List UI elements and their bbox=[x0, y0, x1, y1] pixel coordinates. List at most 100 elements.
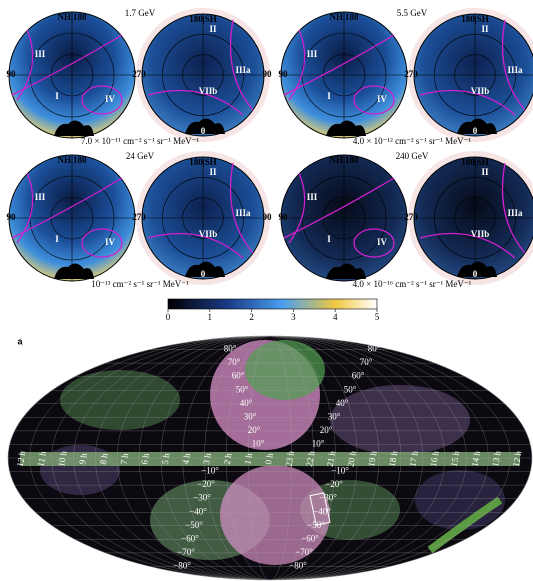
region-label: III bbox=[307, 192, 318, 202]
south-right-label: 90 bbox=[263, 69, 273, 79]
north-top-label: NH|180 bbox=[58, 12, 87, 22]
region-label: IIIa bbox=[507, 208, 523, 218]
lat-label: −70° bbox=[177, 547, 195, 557]
lat-label: −80° bbox=[173, 561, 191, 571]
region-label: VIIb bbox=[199, 86, 218, 96]
north-top-label: NH|180 bbox=[330, 155, 359, 165]
unit-label: 4.0 × 10⁻¹⁶ cm⁻² s⁻¹ sr⁻¹ MeV⁻¹ bbox=[353, 279, 472, 289]
region-label: II bbox=[209, 24, 217, 34]
colorbar bbox=[168, 299, 377, 309]
north-top-label: NH|180 bbox=[58, 155, 87, 165]
lat-label: 20° bbox=[248, 425, 261, 435]
region-label: I bbox=[55, 234, 59, 244]
lat-label: 30° bbox=[328, 411, 341, 421]
hour-label: 0 h bbox=[263, 452, 275, 465]
unit-label: 10⁻¹³ cm⁻² s⁻¹ sr⁻¹ MeV⁻¹ bbox=[91, 279, 189, 289]
diffuse-emission bbox=[415, 470, 505, 530]
region-label: IV bbox=[377, 237, 388, 247]
page: {"panels": [ {"energy": "1.7 GeV", "nort… bbox=[0, 0, 533, 581]
colorbar-tick-label: 4 bbox=[333, 312, 338, 322]
hour-label: 8 h bbox=[98, 452, 110, 465]
region-label: IIIa bbox=[507, 65, 523, 75]
lat-label: 80° bbox=[224, 344, 237, 354]
colorbar-tick-label: 2 bbox=[249, 312, 254, 322]
north-bottom-label: 0 bbox=[342, 128, 347, 138]
lat-label: 10° bbox=[312, 439, 325, 449]
lat-label: −80° bbox=[289, 561, 307, 571]
region-label: IV bbox=[105, 237, 116, 247]
north-right-label: 270 bbox=[132, 212, 146, 222]
lat-label: −30° bbox=[193, 493, 211, 503]
lat-label: −30° bbox=[319, 493, 337, 503]
north-bottom-label: 0 bbox=[70, 128, 75, 138]
lat-label: −50° bbox=[185, 520, 203, 530]
region-label: III bbox=[307, 49, 318, 59]
region-label: VIIb bbox=[471, 229, 490, 239]
south-bottom-label: 0 bbox=[473, 126, 478, 136]
north-left-label: 90 bbox=[7, 212, 17, 222]
region-label: VIIb bbox=[199, 229, 218, 239]
lat-label: 30° bbox=[244, 411, 257, 421]
lat-label: −20° bbox=[325, 479, 343, 489]
region-label: IIIa bbox=[235, 65, 251, 75]
lat-label: 60° bbox=[352, 371, 365, 381]
hour-label: 2 h bbox=[222, 452, 234, 465]
south-bottom-label: 0 bbox=[201, 269, 206, 279]
south-top-label: 180|SH bbox=[189, 14, 217, 24]
region-label: II bbox=[481, 167, 489, 177]
north-left-label: 90 bbox=[279, 69, 289, 79]
region-label: I bbox=[327, 234, 331, 244]
lat-label: −20° bbox=[197, 479, 215, 489]
north-right-label: 270 bbox=[404, 212, 418, 222]
energy-label: 24 GeV bbox=[126, 151, 155, 161]
hour-label: 7 h bbox=[119, 452, 131, 465]
unit-label: 7.0 × 10⁻¹¹ cm⁻² s⁻¹ sr⁻¹ MeV⁻¹ bbox=[81, 136, 200, 146]
region-label: I bbox=[55, 91, 59, 101]
lat-label: −50° bbox=[307, 520, 325, 530]
lat-label: 40° bbox=[240, 398, 253, 408]
hour-label: 6 h bbox=[139, 452, 151, 465]
hour-label: 4 h bbox=[181, 452, 193, 465]
unit-label: 4.0 × 10⁻¹² cm⁻² s⁻¹ sr⁻¹ MeV⁻¹ bbox=[353, 136, 472, 146]
north-top-label: NH|180 bbox=[330, 12, 359, 22]
north-bottom-label: 0 bbox=[342, 271, 347, 281]
energy-label: 5.5 GeV bbox=[397, 8, 428, 18]
north-right-label: 270 bbox=[404, 69, 418, 79]
lat-label: 60° bbox=[232, 371, 245, 381]
energy-label: 1.7 GeV bbox=[125, 8, 156, 18]
region-label: III bbox=[35, 192, 46, 202]
south-bottom-label: 0 bbox=[473, 269, 478, 279]
south-top-label: 180|SH bbox=[189, 157, 217, 167]
lat-label: −60° bbox=[181, 533, 199, 543]
lat-label: −40° bbox=[313, 506, 331, 516]
hour-label: 9 h bbox=[77, 452, 89, 465]
north-bottom-label: 0 bbox=[70, 271, 75, 281]
hour-label: 1 h bbox=[243, 452, 255, 465]
lat-label: −40° bbox=[189, 506, 207, 516]
colorbar-tick-label: 0 bbox=[166, 312, 171, 322]
region-label: IV bbox=[105, 94, 116, 104]
region-label: IIIa bbox=[235, 208, 251, 218]
region-label: IV bbox=[377, 94, 388, 104]
south-bottom-label: 0 bbox=[201, 126, 206, 136]
colorbar-tick-label: 5 bbox=[375, 312, 380, 322]
hour-label: 3 h bbox=[201, 452, 213, 465]
north-right-label: 270 bbox=[132, 69, 146, 79]
hour-label: 5 h bbox=[160, 452, 172, 465]
lat-label: 50° bbox=[236, 384, 249, 394]
lat-label: 80° bbox=[368, 344, 381, 354]
south-top-label: 180|SH bbox=[461, 157, 489, 167]
colorbar-tick-label: 1 bbox=[208, 312, 213, 322]
lat-label: 50° bbox=[344, 384, 357, 394]
energy-label: 240 GeV bbox=[396, 151, 429, 161]
north-left-label: 90 bbox=[7, 69, 17, 79]
panel-label: a bbox=[17, 336, 23, 346]
lat-label: 40° bbox=[336, 398, 349, 408]
lat-label: −10° bbox=[201, 466, 219, 476]
region-label: II bbox=[209, 167, 217, 177]
lat-label: 20° bbox=[320, 425, 333, 435]
region-label: I bbox=[327, 91, 331, 101]
north-left-label: 90 bbox=[279, 212, 289, 222]
lat-label: 70° bbox=[228, 357, 241, 367]
lat-label: −60° bbox=[301, 533, 319, 543]
